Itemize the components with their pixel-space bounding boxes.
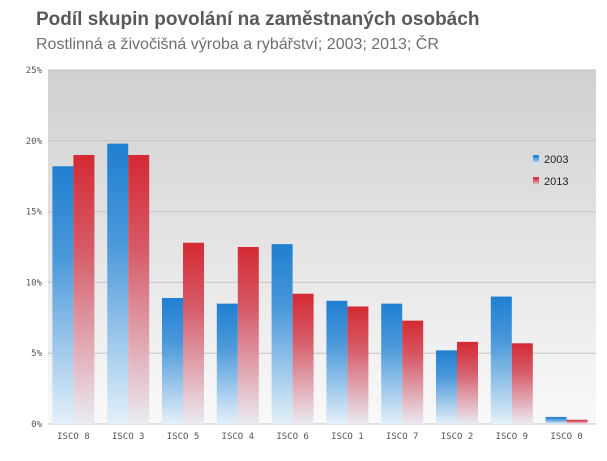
x-tick-label: ISCO 4 (222, 432, 255, 442)
y-tick-label: 0% (31, 420, 42, 430)
x-tick-label: ISCO 0 (550, 432, 583, 442)
bar-2003-isco-5 (162, 297, 183, 424)
bar-2003-isco-4 (216, 303, 238, 424)
x-axis: ISCO 8 ISCO 3 ISCO 5 ISCO 4 ISCO 6 ISCO 1 ISCO… (57, 432, 583, 442)
bar-2003-isco-2 (436, 350, 457, 424)
legend-swatch-2003 (533, 155, 539, 164)
x-tick-label: ISCO 5 (167, 432, 200, 442)
bar-2003-isco-9 (490, 296, 512, 424)
y-tick-label: 10% (26, 278, 43, 288)
bar-2003-isco-7 (381, 303, 403, 424)
x-tick-label: ISCO 3 (112, 432, 145, 442)
bar-2013-isco-1 (347, 306, 369, 424)
bars (52, 143, 588, 424)
bar-2003-isco-0 (545, 416, 567, 424)
legend-swatch-2013 (533, 177, 539, 186)
bar-2013-isco-7 (402, 320, 424, 424)
y-tick-label: 25% (26, 66, 43, 76)
legend-label-2003: 2003 (544, 154, 568, 166)
bar-2013-isco-6 (292, 293, 314, 424)
x-tick-label: ISCO 1 (331, 432, 364, 442)
y-tick-label: 20% (26, 137, 43, 147)
chart-title: Podíl skupin povolání na zaměstnaných os… (36, 9, 480, 30)
x-tick-label: ISCO 7 (386, 432, 419, 442)
bar-2013-isco-3 (128, 154, 150, 424)
bar-2013-isco-9 (511, 343, 533, 424)
y-tick-label: 5% (31, 349, 42, 359)
bar-2003-isco-1 (326, 300, 348, 424)
bar-2013-isco-0 (566, 419, 588, 424)
y-axis: 0% 5% 10% 15% 20% 25% (26, 66, 43, 430)
x-tick-label: ISCO 6 (276, 432, 309, 442)
bar-2003-isco-6 (271, 244, 293, 424)
bar-2013-isco-2 (457, 341, 478, 424)
chart-subtitle: Rostlinná a živočišná výroba a rybářství… (36, 36, 439, 53)
x-tick-label: ISCO 2 (441, 432, 474, 442)
x-tick-label: ISCO 9 (496, 432, 529, 442)
y-tick-label: 15% (26, 208, 43, 218)
bar-2003-isco-8 (52, 166, 74, 424)
legend: 2003 2013 (533, 154, 568, 188)
x-tick-label: ISCO 8 (57, 432, 90, 442)
legend-label-2013: 2013 (544, 176, 568, 188)
bar-2013-isco-4 (237, 247, 259, 424)
bar-2013-isco-5 (183, 242, 204, 424)
bar-2013-isco-8 (73, 154, 95, 424)
bar-2003-isco-3 (107, 143, 129, 424)
